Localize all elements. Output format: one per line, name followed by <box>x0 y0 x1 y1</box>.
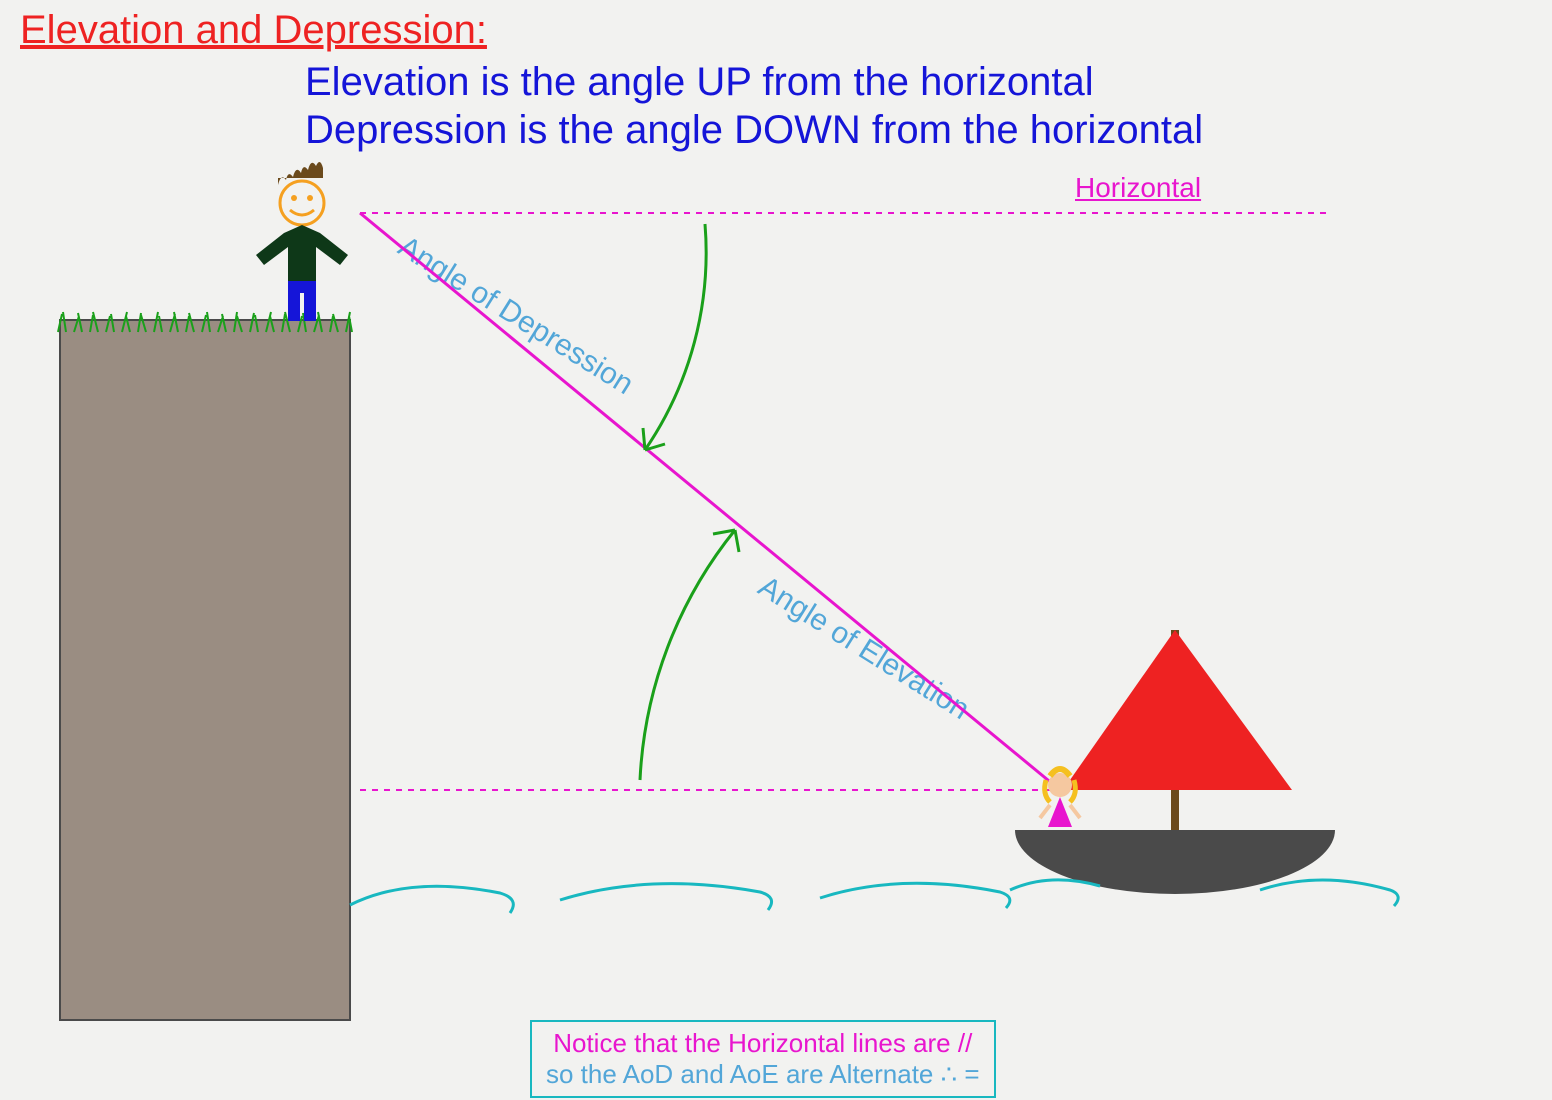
cliff-rect <box>60 320 350 1020</box>
boat-icon <box>1015 630 1335 894</box>
diagram-stage: Elevation and Depression: Elevation is t… <box>0 0 1552 1100</box>
person-icon <box>256 162 348 321</box>
elevation-arc <box>640 530 739 780</box>
diagram-svg <box>0 0 1552 1100</box>
line-of-sight <box>360 213 1060 790</box>
depression-arc <box>643 224 706 450</box>
